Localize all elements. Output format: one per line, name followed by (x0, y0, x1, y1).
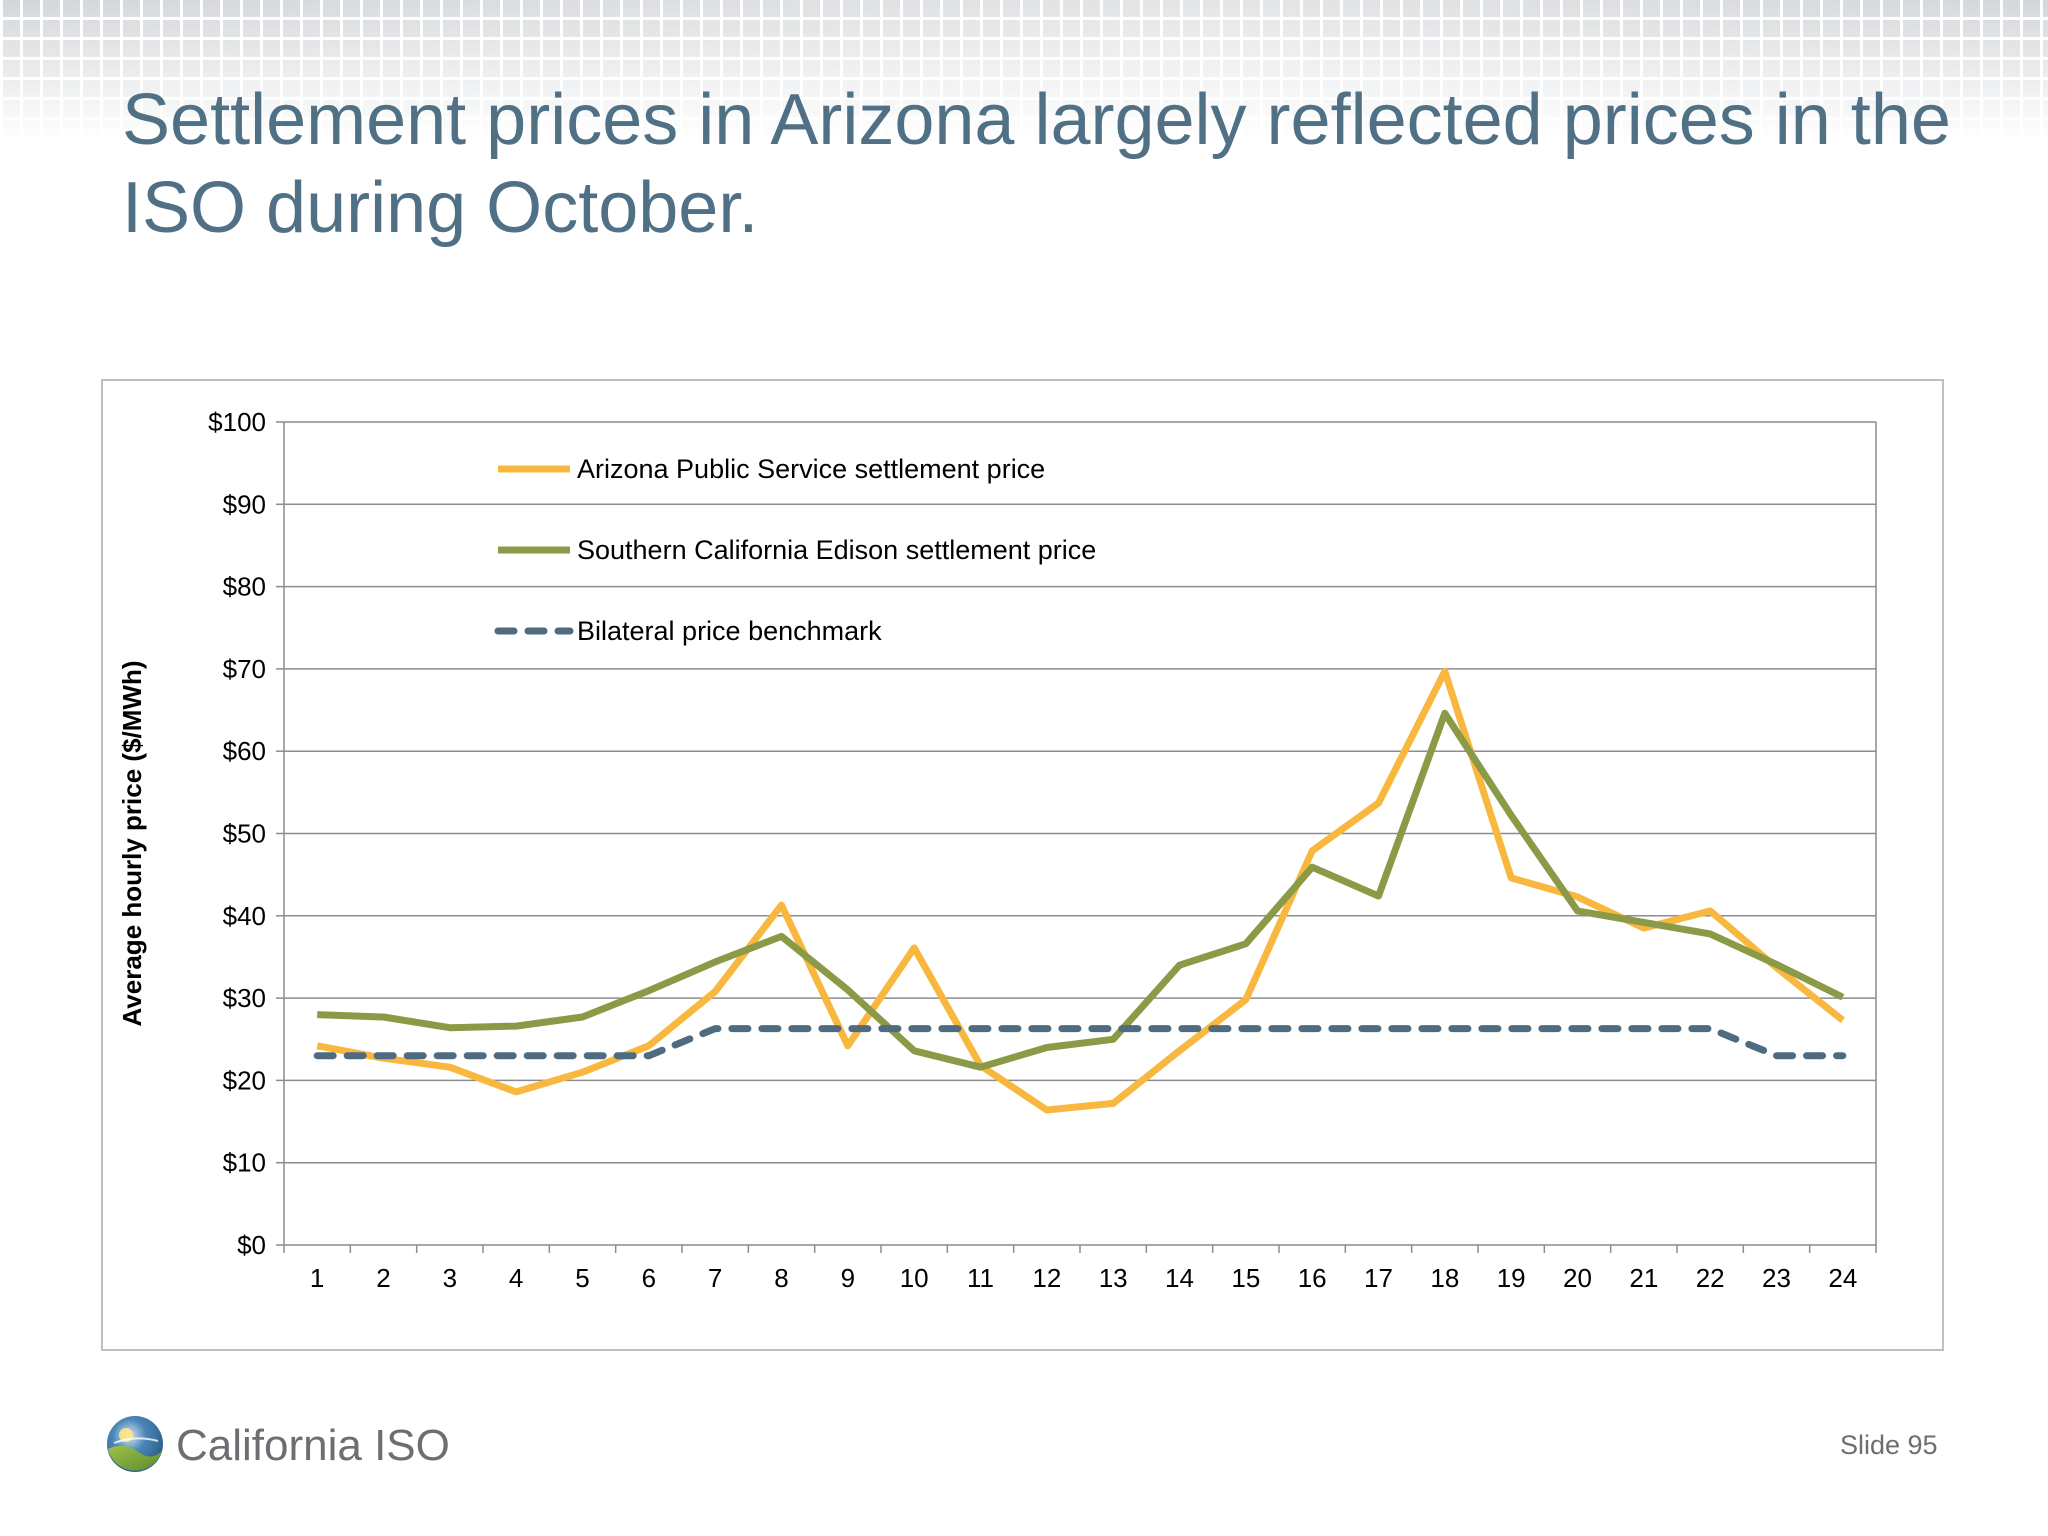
x-tick-label: 15 (1231, 1263, 1260, 1293)
y-tick-label: $0 (237, 1230, 266, 1260)
slide-number: Slide 95 (1840, 1430, 1938, 1460)
header-fade (0, 0, 2048, 140)
series-line-1 (316, 667, 1845, 1114)
y-tick-label: $60 (223, 736, 266, 766)
legend-label-2: Southern California Edison settlement pr… (577, 535, 1096, 565)
x-tick-label: 10 (900, 1263, 929, 1293)
x-tick-label: 4 (509, 1263, 523, 1293)
y-tick-label: $10 (223, 1148, 266, 1178)
x-tick-label: 13 (1099, 1263, 1128, 1293)
x-tick-label: 21 (1629, 1263, 1658, 1293)
legend-label-1: Arizona Public Service settlement price (577, 454, 1045, 484)
x-tick-label: 17 (1364, 1263, 1393, 1293)
x-tick-label: 7 (708, 1263, 722, 1293)
y-tick-label: $100 (208, 407, 266, 437)
x-tick-label: 14 (1165, 1263, 1194, 1293)
y-tick-label: $30 (223, 983, 266, 1013)
series-lines (313, 667, 1847, 1114)
logo-text: California ISO (176, 1421, 450, 1470)
x-tick-label: 22 (1696, 1263, 1725, 1293)
x-tick-label: 19 (1497, 1263, 1526, 1293)
y-tick-label: $80 (223, 572, 266, 602)
slide-title: Settlement prices in Arizona largely ref… (122, 80, 1951, 248)
california-iso-globe-icon (107, 1416, 163, 1472)
x-tick-label: 11 (967, 1263, 994, 1293)
y-axis-title: Average hourly price ($/MWh) (117, 661, 147, 1027)
x-tick-label: 24 (1828, 1263, 1857, 1293)
y-tick-label: $70 (223, 654, 266, 684)
legend: Arizona Public Service settlement price S… (494, 454, 1096, 646)
x-tick-label: 18 (1430, 1263, 1459, 1293)
x-tick-label: 16 (1298, 1263, 1327, 1293)
y-tick-label: $40 (223, 901, 266, 931)
x-tick-label: 3 (443, 1263, 457, 1293)
chart-frame: $0 $10 $20 $30 $40 $50 $60 $70 $80 $90 $100 1 2 3 4 5 6 7… (101, 379, 1944, 1351)
x-tick-label: 6 (642, 1263, 656, 1293)
y-tick-label: $50 (223, 819, 266, 849)
y-tick-label: $90 (223, 489, 266, 519)
series-line-2 (317, 709, 1845, 1071)
x-tick-label: 12 (1032, 1263, 1061, 1293)
series-line-3 (313, 1025, 1847, 1060)
x-tick-label: 9 (841, 1263, 855, 1293)
x-tick-label: 5 (575, 1263, 589, 1293)
legend-label-3: Bilateral price benchmark (577, 616, 882, 646)
x-tick-label: 20 (1563, 1263, 1592, 1293)
x-tick-label: 1 (310, 1263, 324, 1293)
x-tick-label: 23 (1762, 1263, 1791, 1293)
x-tick-label: 2 (376, 1263, 390, 1293)
y-tick-label: $20 (223, 1065, 266, 1095)
x-tick-label: 8 (774, 1263, 788, 1293)
california-iso-logo: California ISO (104, 1413, 450, 1483)
